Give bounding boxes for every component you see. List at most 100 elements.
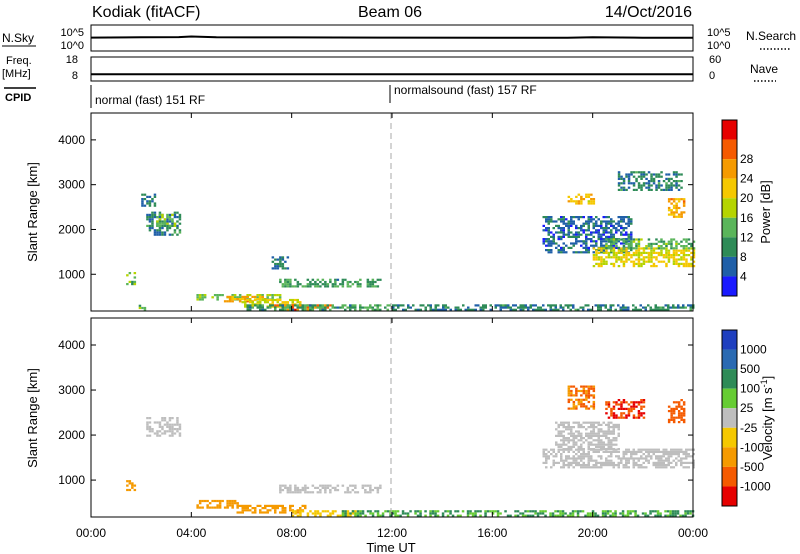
heatmap-cell (514, 304, 517, 307)
heatmap-cell (274, 262, 277, 266)
heatmap-cell (156, 421, 159, 424)
heatmap-cell (266, 306, 269, 309)
heatmap-cell (615, 254, 618, 257)
heatmap-cell (611, 512, 615, 515)
heatmap-cell (512, 308, 515, 311)
heatmap-cell (369, 512, 372, 515)
heatmap-cell (607, 464, 610, 467)
colorbar-frame (721, 119, 738, 297)
heatmap-cell (610, 244, 613, 247)
heatmap-cell (687, 455, 690, 458)
heatmap-cell (660, 245, 663, 248)
heatmap-cell (649, 510, 652, 513)
heatmap-cell (238, 298, 242, 301)
heatmap-cell (625, 450, 628, 453)
heatmap-cell (625, 188, 628, 191)
heatmap-cell (682, 258, 686, 261)
heatmap-cell (374, 486, 377, 489)
heatmap-cell (153, 421, 157, 424)
heatmap-cell (427, 304, 430, 307)
heatmap-cell (570, 445, 573, 448)
heatmap-cell (324, 510, 327, 513)
heatmap-cell (582, 222, 585, 225)
heatmap-cell (279, 486, 282, 489)
heatmap-cell (244, 303, 247, 306)
heatmap-cell (572, 306, 575, 309)
heatmap-cell (587, 464, 590, 467)
heatmap-cell (256, 306, 259, 309)
heatmap-cell (612, 247, 616, 250)
heatmap-cell (296, 509, 299, 512)
heatmap-cell (309, 308, 312, 311)
heatmap-cell (198, 296, 202, 299)
heatmap-cell (291, 304, 295, 307)
heatmap-cell (218, 502, 222, 505)
heatmap-cell (482, 308, 485, 311)
heatmap-cell (672, 256, 676, 259)
heatmap-cell (329, 514, 332, 517)
colorbar-tick-label: 12 (740, 230, 754, 244)
heatmap-cell (128, 482, 132, 485)
heatmap-cell (680, 414, 683, 417)
heatmap-cell (291, 306, 295, 309)
heatmap-cell (595, 216, 598, 219)
heatmap-cell (637, 414, 641, 417)
heatmap-cell (640, 173, 643, 176)
heatmap-cell (324, 306, 327, 309)
heatmap-cell (168, 213, 172, 216)
heatmap-cell (610, 249, 613, 252)
heatmap-cell (153, 213, 157, 216)
heatmap-cell (620, 416, 623, 419)
heatmap-cell (309, 510, 312, 513)
heatmap-cell (622, 233, 625, 236)
heatmap-cell (587, 251, 590, 254)
heatmap-cell (595, 240, 598, 243)
heatmap-cell (158, 213, 162, 216)
heatmap-cell (163, 222, 167, 225)
heatmap-cell (131, 484, 134, 487)
heatmap-cell (555, 242, 558, 245)
colorbar-swatch (722, 447, 737, 467)
heatmap-cell (319, 304, 322, 307)
heatmap-cell (557, 426, 560, 429)
heatmap-cell (296, 486, 300, 489)
heatmap-cell (254, 507, 257, 510)
heatmap-cell (361, 306, 364, 309)
heatmap-cell (178, 218, 182, 221)
heatmap-cell (617, 224, 620, 227)
heatmap-cell (607, 254, 611, 257)
heatmap-cell (620, 260, 623, 263)
heatmap-cell (592, 247, 596, 250)
heatmap-cell (557, 445, 560, 448)
heatmap-cell (637, 464, 640, 467)
heatmap-cell (680, 251, 683, 254)
heatmap-cell (582, 466, 585, 469)
heatmap-cell (206, 506, 209, 509)
heatmap-cell (622, 457, 625, 460)
heatmap-cell (607, 421, 610, 424)
heatmap-cell (522, 304, 525, 307)
heatmap-cell (201, 506, 204, 509)
heatmap-cell (158, 224, 162, 227)
heatmap-cell (592, 405, 596, 408)
heatmap-cell (610, 247, 613, 250)
heatmap-cell (677, 453, 680, 456)
heatmap-cell (359, 308, 362, 311)
heatmap-cell (617, 249, 621, 252)
heatmap-cell (665, 448, 668, 451)
heatmap-cell (667, 254, 671, 257)
heatmap-cell (294, 308, 297, 311)
heatmap-cell (620, 238, 623, 241)
heatmap-cell (572, 439, 575, 442)
heatmap-cell (590, 441, 593, 444)
heatmap-cell (657, 240, 661, 243)
heatmap-cell (607, 428, 610, 431)
heatmap-cell (625, 416, 628, 419)
heatmap-cell (585, 455, 588, 458)
heatmap-cell (590, 198, 593, 201)
heatmap-cell (231, 300, 234, 303)
heatmap-cell (597, 455, 600, 458)
heatmap-cell (632, 184, 636, 187)
heatmap-cell (289, 298, 292, 302)
heatmap-cell (600, 461, 603, 464)
